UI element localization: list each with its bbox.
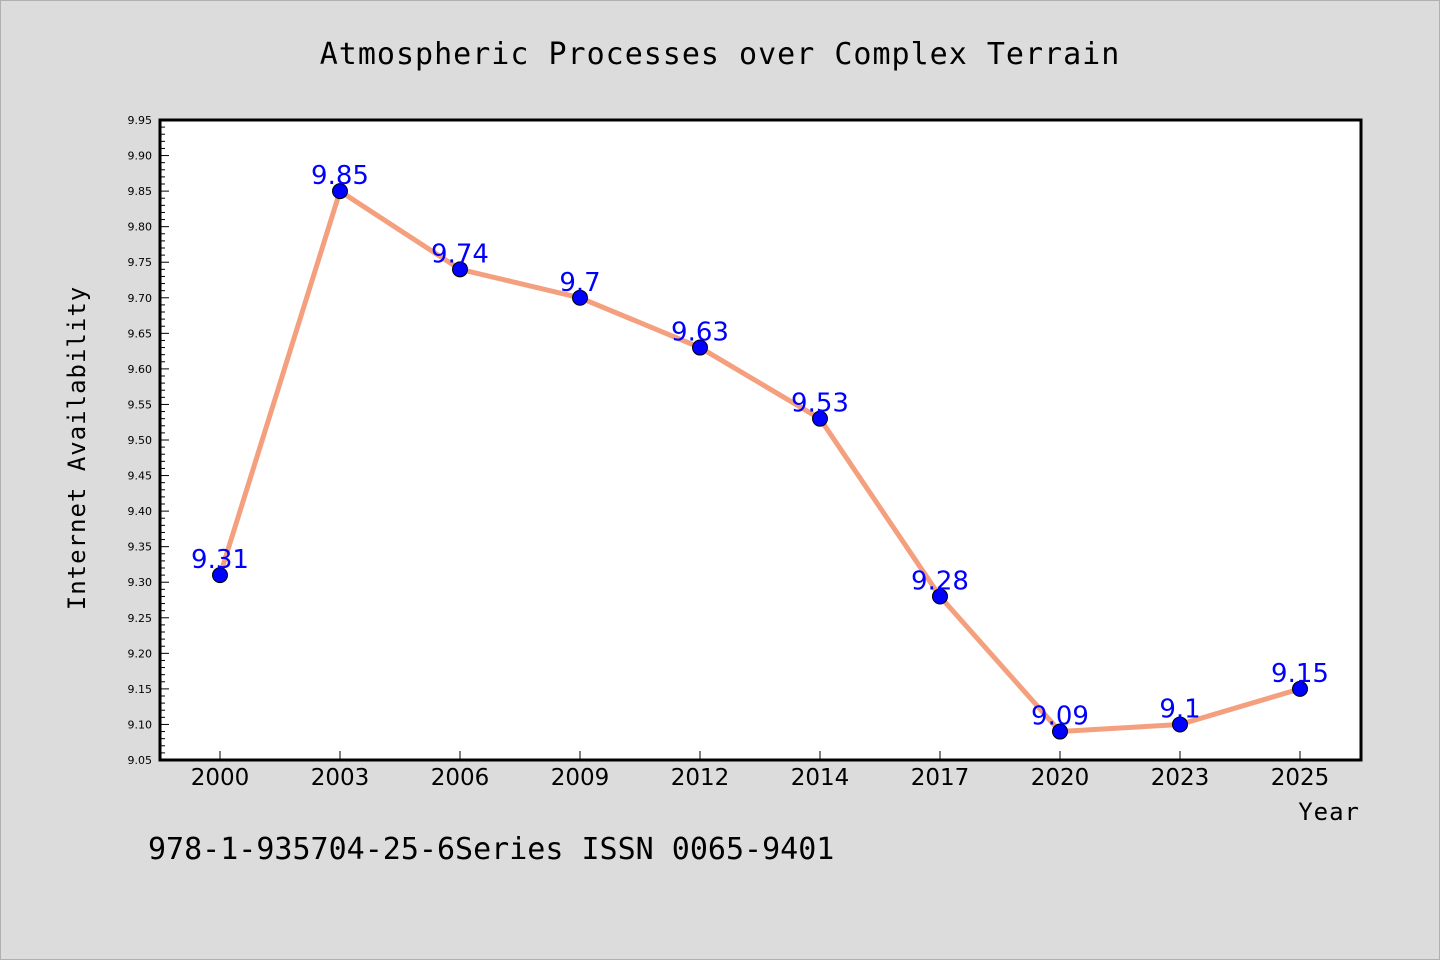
x-tick-label: 2025 bbox=[1271, 765, 1330, 791]
chart-title: Atmospheric Processes over Complex Terra… bbox=[320, 37, 1121, 72]
data-label: 9.63 bbox=[671, 318, 729, 348]
data-label: 9.31 bbox=[191, 545, 249, 575]
y-tick-label: 9.90 bbox=[128, 150, 153, 163]
series-group: 9.31 9.85 9.74 9.7 9.63 9.53 9.28 9.09 9.1 9.15 bbox=[191, 161, 1329, 740]
data-point bbox=[452, 261, 468, 278]
x-tick-label: 2020 bbox=[1031, 765, 1090, 791]
data-label: 9.1 bbox=[1159, 694, 1200, 724]
data-point bbox=[572, 289, 588, 306]
data-point bbox=[1172, 716, 1188, 733]
y-tick-label: 9.50 bbox=[128, 434, 153, 447]
x-tick-label: 2000 bbox=[191, 765, 250, 791]
data-point bbox=[332, 183, 348, 200]
y-tick-label: 9.05 bbox=[128, 754, 153, 767]
data-label: 9.7 bbox=[559, 268, 600, 298]
y-tick-label: 9.30 bbox=[128, 576, 153, 589]
data-label: 9.09 bbox=[1031, 702, 1089, 732]
y-tick-label: 9.55 bbox=[128, 398, 153, 411]
y-tick-label: 9.75 bbox=[128, 256, 153, 269]
y-tick-label: 9.45 bbox=[128, 470, 153, 483]
y-tick-label: 9.70 bbox=[128, 292, 153, 305]
y-tick-label: 9.85 bbox=[128, 185, 153, 198]
data-point bbox=[1052, 723, 1068, 740]
x-tick-label: 2006 bbox=[431, 765, 490, 791]
data-label: 9.74 bbox=[431, 239, 489, 269]
y-tick-label: 9.20 bbox=[128, 647, 153, 660]
x-tick-label: 2017 bbox=[911, 765, 970, 791]
x-tick-label: 2009 bbox=[551, 765, 610, 791]
data-point bbox=[1292, 680, 1308, 697]
y-tick-label: 9.60 bbox=[128, 363, 153, 376]
data-label: 9.28 bbox=[911, 566, 969, 596]
data-point bbox=[932, 588, 948, 605]
x-axis: 2000 2003 2006 2009 2012 2014 2017 2020 2023 2025 bbox=[191, 751, 1330, 791]
data-point bbox=[212, 567, 228, 584]
x-tick-label: 2003 bbox=[311, 765, 370, 791]
y-axis: 9.05 9.10 9.15 9.20 9.25 9.30 9.35 9.40 9.45 9.50… bbox=[128, 114, 169, 767]
data-label: 9.15 bbox=[1271, 659, 1329, 689]
x-axis-label: Year bbox=[1298, 798, 1360, 826]
y-tick-label: 9.40 bbox=[128, 505, 153, 518]
y-axis-label: Internet Availability bbox=[63, 286, 91, 610]
y-tick-label: 9.10 bbox=[128, 718, 153, 731]
x-tick-label: 2023 bbox=[1151, 765, 1210, 791]
y-tick-label: 9.80 bbox=[128, 221, 153, 234]
data-point bbox=[812, 410, 828, 427]
y-tick-label: 9.65 bbox=[128, 327, 153, 340]
y-tick-label: 9.35 bbox=[128, 541, 153, 554]
y-tick-label: 9.95 bbox=[128, 114, 153, 127]
data-label: 9.53 bbox=[791, 389, 849, 419]
plot-area bbox=[158, 118, 1363, 762]
y-tick-label: 9.15 bbox=[128, 683, 153, 696]
x-tick-label: 2014 bbox=[791, 765, 850, 791]
series-line bbox=[217, 188, 1303, 735]
data-label: 9.85 bbox=[311, 161, 369, 191]
data-point bbox=[692, 339, 708, 356]
footnote-isbn: 978-1-935704-25-6Series ISSN 0065-9401 bbox=[148, 832, 835, 867]
x-tick-label: 2012 bbox=[671, 765, 730, 791]
y-tick-label: 9.25 bbox=[128, 612, 153, 625]
